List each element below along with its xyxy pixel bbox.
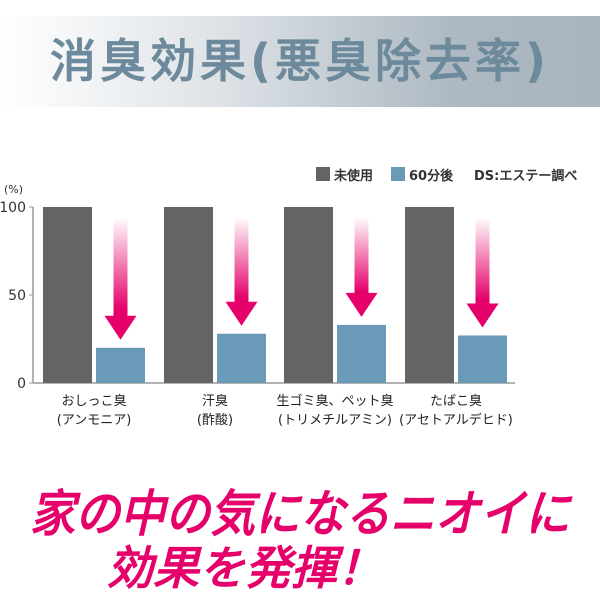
x-label-line1: おしっこ臭 — [61, 394, 126, 409]
legend: 未使用 60分後 DS:エステー調べ — [316, 167, 577, 184]
down-arrow-icon — [466, 217, 499, 328]
x-label-line1: たばこ臭 — [430, 394, 482, 409]
x-label-line2: (酢酸) — [197, 413, 233, 428]
source-note: DS:エステー調べ — [474, 168, 577, 184]
legend-swatch-unused — [316, 167, 330, 181]
x-axis-labels: おしっこ臭 (アンモニア) 汗臭 (酢酸) 生ゴミ臭、ペット臭 (トリメチルアミン) たばこ… — [57, 393, 513, 428]
y-tick-label: 50 — [8, 288, 26, 304]
x-label-line1: 汗臭 — [202, 394, 228, 409]
bar-unused-0 — [43, 207, 92, 383]
y-tick-label: 100 — [0, 200, 26, 216]
page-title: 消臭効果(悪臭除去率) — [49, 34, 551, 88]
bar-60min-1 — [217, 333, 266, 383]
bar-unused-3 — [405, 207, 454, 383]
bar-unused-1 — [164, 207, 213, 383]
y-axis-unit: (%) — [4, 183, 23, 196]
legend-label-unused: 未使用 — [333, 168, 373, 184]
down-arrow-icon — [225, 217, 258, 326]
x-label-line1: 生ゴミ臭、ペット臭 — [276, 393, 393, 409]
down-arrow-icon — [345, 217, 378, 317]
x-label-line2: (トリメチルアミン) — [278, 413, 392, 428]
bar-60min-0 — [96, 347, 145, 383]
slogan-line1: 家の中の気になるニオイに — [30, 485, 570, 543]
slogan-line2: 効果を発揮！ — [107, 541, 383, 595]
title-band — [0, 16, 600, 107]
x-label-line2: (アセトアルデヒド) — [399, 412, 513, 428]
x-label-line2: (アンモニア) — [57, 413, 132, 428]
legend-swatch-60min — [391, 167, 405, 181]
legend-label-60min: 60分後 — [409, 168, 454, 184]
bars — [43, 207, 507, 383]
y-tick-label: 0 — [17, 376, 26, 392]
bar-unused-2 — [284, 207, 333, 383]
bar-60min-2 — [337, 324, 386, 383]
bar-chart: 未使用 60分後 DS:エステー調べ (%) 0 50 100 おしっこ臭 (アンモニ… — [0, 167, 577, 428]
down-arrow-icon — [104, 217, 137, 340]
bar-60min-3 — [458, 335, 507, 383]
